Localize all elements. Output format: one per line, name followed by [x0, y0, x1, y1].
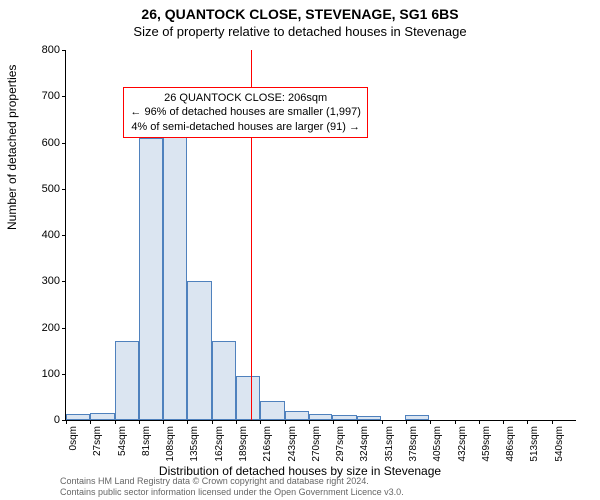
x-tick-mark [455, 420, 456, 424]
y-tick-mark [62, 374, 66, 375]
x-tick-label: 378sqm [406, 426, 419, 462]
x-tick-label: 486sqm [503, 426, 516, 462]
histogram-bar [309, 414, 332, 420]
histogram-bar [285, 411, 309, 420]
y-axis-label: Number of detached properties [5, 65, 19, 230]
page-title: 26, QUANTOCK CLOSE, STEVENAGE, SG1 6BS [0, 0, 600, 22]
x-tick-label: 162sqm [212, 426, 225, 462]
x-tick-label: 81sqm [139, 426, 152, 456]
x-tick-mark [285, 420, 286, 424]
y-tick-mark [62, 189, 66, 190]
histogram-bar [115, 341, 139, 420]
x-tick-label: 297sqm [333, 426, 346, 462]
histogram-chart: 01002003004005006007008000sqm27sqm54sqm8… [65, 50, 576, 421]
annotation-box: 26 QUANTOCK CLOSE: 206sqm← 96% of detach… [123, 87, 368, 138]
x-tick-mark [527, 420, 528, 424]
x-tick-label: 0sqm [66, 426, 79, 450]
x-tick-label: 135sqm [187, 426, 200, 462]
attribution-footer: Contains HM Land Registry data © Crown c… [60, 476, 404, 498]
histogram-bar [212, 341, 236, 420]
annotation-line: 4% of semi-detached houses are larger (9… [130, 120, 361, 134]
x-tick-mark [115, 420, 116, 424]
x-tick-label: 540sqm [552, 426, 565, 462]
x-tick-label: 270sqm [309, 426, 322, 462]
x-tick-label: 216sqm [260, 426, 273, 462]
histogram-bar [90, 413, 114, 420]
histogram-bar [66, 414, 90, 420]
x-tick-mark [503, 420, 504, 424]
histogram-bar [236, 376, 260, 420]
x-tick-mark [357, 420, 358, 424]
footer-line: Contains HM Land Registry data © Crown c… [60, 476, 404, 487]
annotation-line: ← 96% of detached houses are smaller (1,… [130, 105, 361, 119]
annotation-line: 26 QUANTOCK CLOSE: 206sqm [130, 91, 361, 105]
histogram-bar [163, 119, 187, 420]
x-tick-mark [406, 420, 407, 424]
x-tick-mark [236, 420, 237, 424]
histogram-bar [332, 415, 356, 420]
x-tick-mark [430, 420, 431, 424]
x-tick-mark [382, 420, 383, 424]
x-tick-mark [309, 420, 310, 424]
footer-line: Contains public sector information licen… [60, 487, 404, 498]
y-tick-mark [62, 50, 66, 51]
x-tick-label: 351sqm [382, 426, 395, 462]
histogram-bar [260, 401, 284, 420]
histogram-bar [357, 416, 381, 420]
x-tick-mark [139, 420, 140, 424]
x-tick-mark [163, 420, 164, 424]
x-tick-label: 459sqm [479, 426, 492, 462]
x-tick-label: 189sqm [236, 426, 249, 462]
x-tick-label: 243sqm [285, 426, 298, 462]
y-tick-mark [62, 96, 66, 97]
x-tick-mark [552, 420, 553, 424]
x-tick-label: 513sqm [527, 426, 540, 462]
histogram-bar [139, 138, 163, 420]
x-tick-label: 324sqm [357, 426, 370, 462]
x-tick-mark [212, 420, 213, 424]
x-tick-mark [90, 420, 91, 424]
x-tick-label: 108sqm [163, 426, 176, 462]
x-tick-mark [187, 420, 188, 424]
x-tick-label: 405sqm [430, 426, 443, 462]
x-tick-label: 432sqm [455, 426, 468, 462]
x-tick-mark [333, 420, 334, 424]
x-tick-mark [260, 420, 261, 424]
y-tick-mark [62, 143, 66, 144]
chart-subtitle: Size of property relative to detached ho… [0, 22, 600, 39]
x-tick-mark [66, 420, 67, 424]
y-tick-mark [62, 235, 66, 236]
histogram-bar [405, 415, 429, 420]
y-tick-mark [62, 281, 66, 282]
x-tick-label: 27sqm [90, 426, 103, 456]
histogram-bar [187, 281, 211, 420]
x-tick-mark [479, 420, 480, 424]
y-tick-mark [62, 328, 66, 329]
x-tick-label: 54sqm [115, 426, 128, 456]
